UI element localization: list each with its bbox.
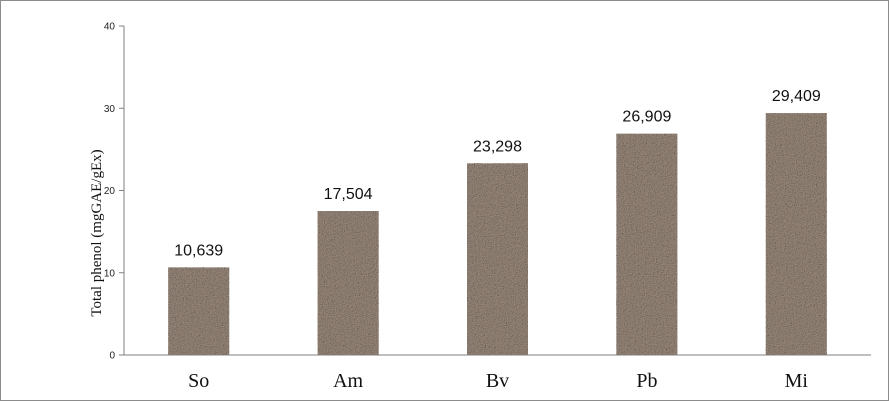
bar-mi [765, 113, 827, 355]
y-tick-label: 20 [104, 186, 116, 197]
x-tick-label: Pb [636, 370, 657, 392]
bar-pb [616, 133, 678, 355]
bar-bv [467, 163, 528, 355]
bars: 10,639 17,504 23,298 26,909 29,409 [168, 88, 827, 355]
bar-so [168, 267, 230, 355]
data-label: 23,298 [473, 138, 522, 155]
x-tick-label: Mi [785, 370, 809, 392]
data-label: 17,504 [324, 186, 373, 203]
bar-am [317, 211, 379, 355]
x-axis: So Am Bv Pb Mi [124, 354, 871, 392]
y-tick-label: 0 [109, 351, 115, 362]
data-label: 10,639 [174, 242, 223, 259]
x-tick-label: So [188, 370, 209, 392]
y-axis-title: Total phenol (mgGAE/gEx) [89, 149, 105, 316]
data-label: 26,909 [622, 109, 671, 126]
x-tick-label: Am [333, 370, 363, 392]
y-tick-label: 10 [104, 268, 116, 279]
y-axis: 0 10 20 30 40 [104, 22, 125, 362]
data-label: 29,409 [772, 88, 821, 105]
y-tick-label: 40 [104, 22, 116, 33]
x-tick-label: Bv [486, 370, 509, 392]
y-tick-label: 30 [104, 104, 116, 115]
